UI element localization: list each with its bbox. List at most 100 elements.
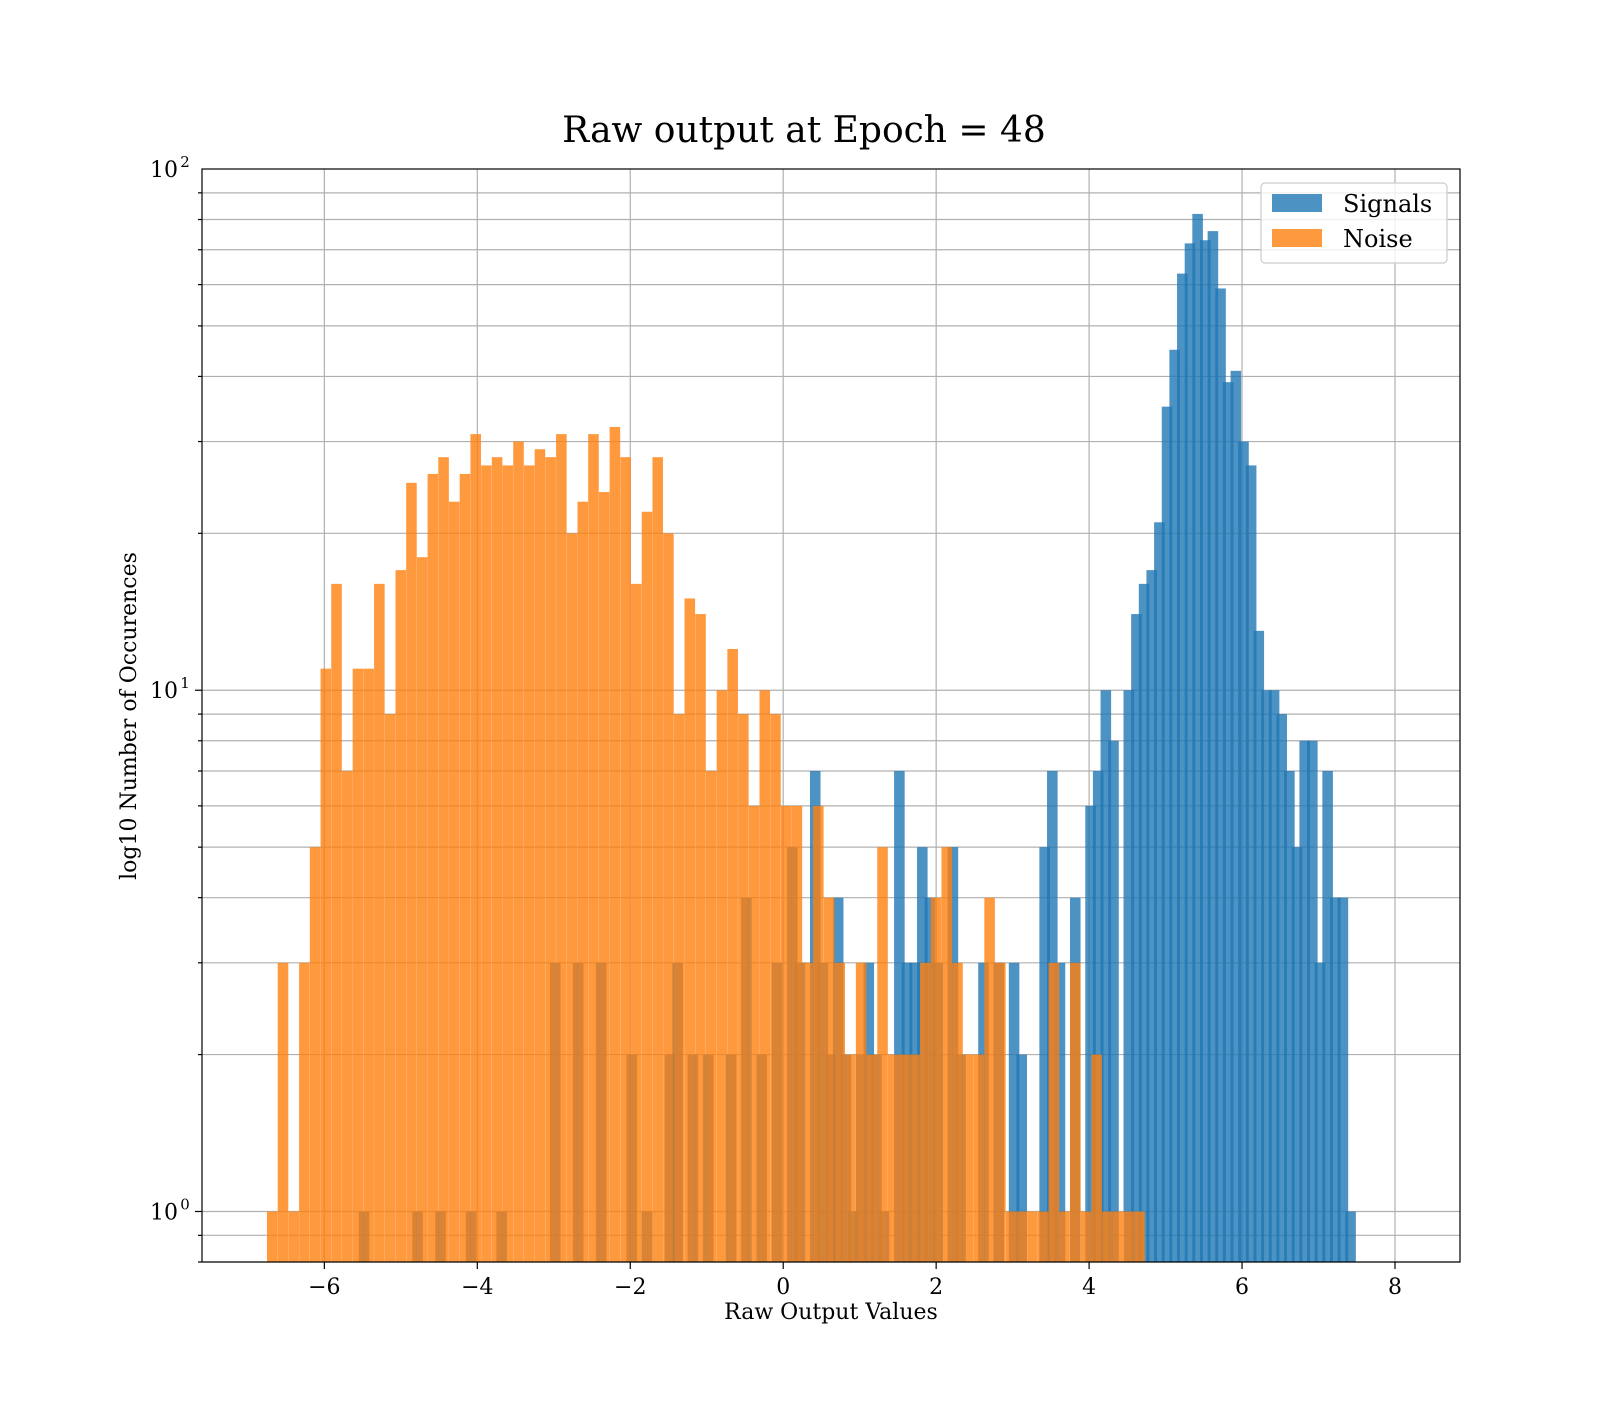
- noise-bar: [834, 962, 845, 1262]
- signals-bar: [1284, 770, 1295, 1262]
- noise-bar: [470, 434, 481, 1262]
- signals-bar: [1123, 690, 1135, 1262]
- noise-bar: [1059, 1211, 1070, 1262]
- x-tick-label: 8: [1388, 1275, 1402, 1300]
- noise-bar: [695, 614, 706, 1262]
- noise-bar: [780, 805, 792, 1262]
- noise-bar: [459, 473, 471, 1262]
- noise-bar: [481, 465, 492, 1263]
- x-tick-label: −6: [308, 1275, 340, 1300]
- signals-bar: [1268, 690, 1280, 1262]
- signals-bar: [1177, 273, 1188, 1262]
- noise-bar: [1080, 1211, 1092, 1262]
- noise-bar: [1027, 1211, 1038, 1262]
- noise-bar: [909, 1054, 920, 1262]
- y-tick-label: 10: [150, 679, 178, 704]
- noise-bar: [449, 501, 460, 1262]
- noise-bar: [588, 434, 599, 1262]
- noise-bar: [631, 583, 642, 1262]
- noise-bar: [898, 1054, 910, 1262]
- noise-bar: [1037, 1211, 1049, 1262]
- noise-bar: [534, 449, 546, 1262]
- legend-swatch-noise: [1272, 229, 1322, 247]
- noise-series: [267, 426, 1145, 1263]
- signals-bar: [1169, 349, 1180, 1262]
- signals-bar: [1322, 770, 1333, 1262]
- noise-bar: [887, 1054, 899, 1262]
- noise-bar: [620, 457, 631, 1262]
- noise-bar: [716, 690, 728, 1262]
- noise-bar: [973, 1054, 985, 1262]
- signals-bar: [1245, 465, 1257, 1263]
- noise-bar: [491, 457, 503, 1262]
- noise-bar: [341, 770, 353, 1262]
- noise-bar: [566, 533, 578, 1262]
- legend-label-signals: Signals: [1343, 190, 1432, 218]
- signals-bar: [1161, 406, 1173, 1263]
- plot-frame: [201, 168, 1461, 1263]
- noise-bar: [727, 648, 738, 1262]
- signals-bar: [1314, 962, 1326, 1262]
- noise-bar: [823, 897, 835, 1262]
- noise-bar: [1123, 1211, 1135, 1262]
- x-tick-label: 0: [776, 1275, 790, 1300]
- signals-bar: [1345, 1211, 1356, 1262]
- signals-bar: [1215, 288, 1226, 1262]
- noise-bar: [502, 465, 514, 1263]
- x-tick-label: 4: [1082, 1275, 1096, 1300]
- noise-bar: [331, 583, 342, 1262]
- y-tick-exponent: 1: [180, 674, 190, 692]
- noise-bar: [523, 465, 535, 1263]
- noise-bar: [962, 1054, 974, 1262]
- signals-bar: [1329, 897, 1341, 1262]
- signals-bar: [1154, 522, 1165, 1262]
- signals-bar: [1184, 243, 1196, 1263]
- noise-bar: [855, 962, 867, 1262]
- signals-bar: [1222, 382, 1234, 1262]
- noise-bar: [877, 847, 888, 1262]
- signals-bar: [1146, 570, 1158, 1262]
- signals-bar: [1108, 740, 1119, 1262]
- noise-bar: [984, 897, 995, 1262]
- noise-bar: [1048, 962, 1060, 1262]
- noise-bar: [598, 492, 610, 1262]
- x-tick-label: 6: [1235, 1275, 1249, 1300]
- signals-bar: [1276, 714, 1288, 1262]
- noise-bar: [309, 847, 321, 1262]
- signals-bar: [1016, 1054, 1028, 1262]
- noise-bar: [267, 1211, 278, 1262]
- noise-bar: [288, 1211, 299, 1262]
- signals-bar: [1192, 213, 1203, 1262]
- noise-bar: [577, 501, 589, 1262]
- noise-bar: [738, 714, 749, 1262]
- noise-bar: [556, 434, 567, 1262]
- signals-bar: [1261, 690, 1272, 1262]
- noise-bar: [952, 962, 963, 1262]
- y-axis-label: log10 Number of Occurences: [117, 552, 142, 880]
- noise-bar: [1016, 1211, 1028, 1262]
- signals-bar: [1291, 847, 1303, 1262]
- noise-bar: [1112, 1211, 1124, 1262]
- noise-bar: [513, 441, 524, 1262]
- noise-bar: [930, 897, 942, 1262]
- noise-bar: [705, 770, 717, 1262]
- noise-bar: [663, 533, 674, 1262]
- signals-bar: [1253, 630, 1265, 1262]
- legend-swatch-signals: [1272, 194, 1322, 212]
- noise-bar: [363, 668, 374, 1262]
- noise-bar: [641, 511, 653, 1262]
- noise-bar: [299, 962, 310, 1262]
- y-tick-exponent: 2: [180, 153, 190, 171]
- noise-bar: [277, 962, 289, 1262]
- signals-bar: [1138, 583, 1150, 1262]
- signals-bar: [1230, 370, 1242, 1263]
- y-tick-label: 10: [150, 158, 178, 183]
- noise-bar: [1134, 1211, 1145, 1262]
- noise-bar: [395, 570, 407, 1262]
- noise-bar: [802, 962, 813, 1262]
- signals-bar: [1054, 962, 1066, 1262]
- signals-bar: [894, 770, 905, 1262]
- y-tick-exponent: 0: [180, 1195, 190, 1213]
